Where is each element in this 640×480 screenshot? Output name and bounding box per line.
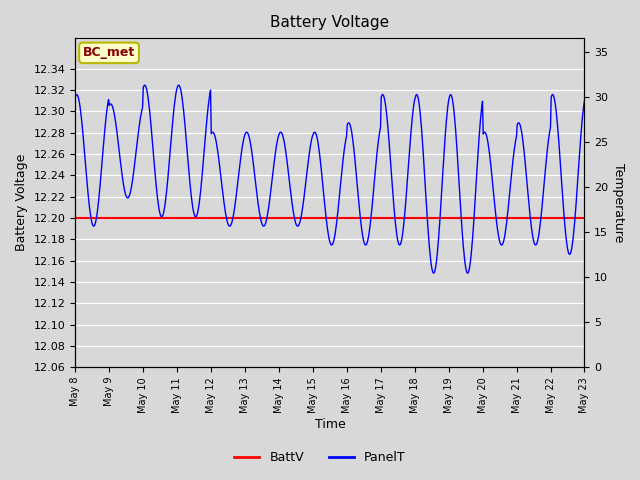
X-axis label: Time: Time	[314, 419, 345, 432]
Y-axis label: Battery Voltage: Battery Voltage	[15, 154, 28, 252]
Y-axis label: Temperature: Temperature	[612, 163, 625, 242]
Text: BC_met: BC_met	[83, 47, 135, 60]
Legend: BattV, PanelT: BattV, PanelT	[229, 446, 411, 469]
Title: Battery Voltage: Battery Voltage	[270, 15, 390, 30]
